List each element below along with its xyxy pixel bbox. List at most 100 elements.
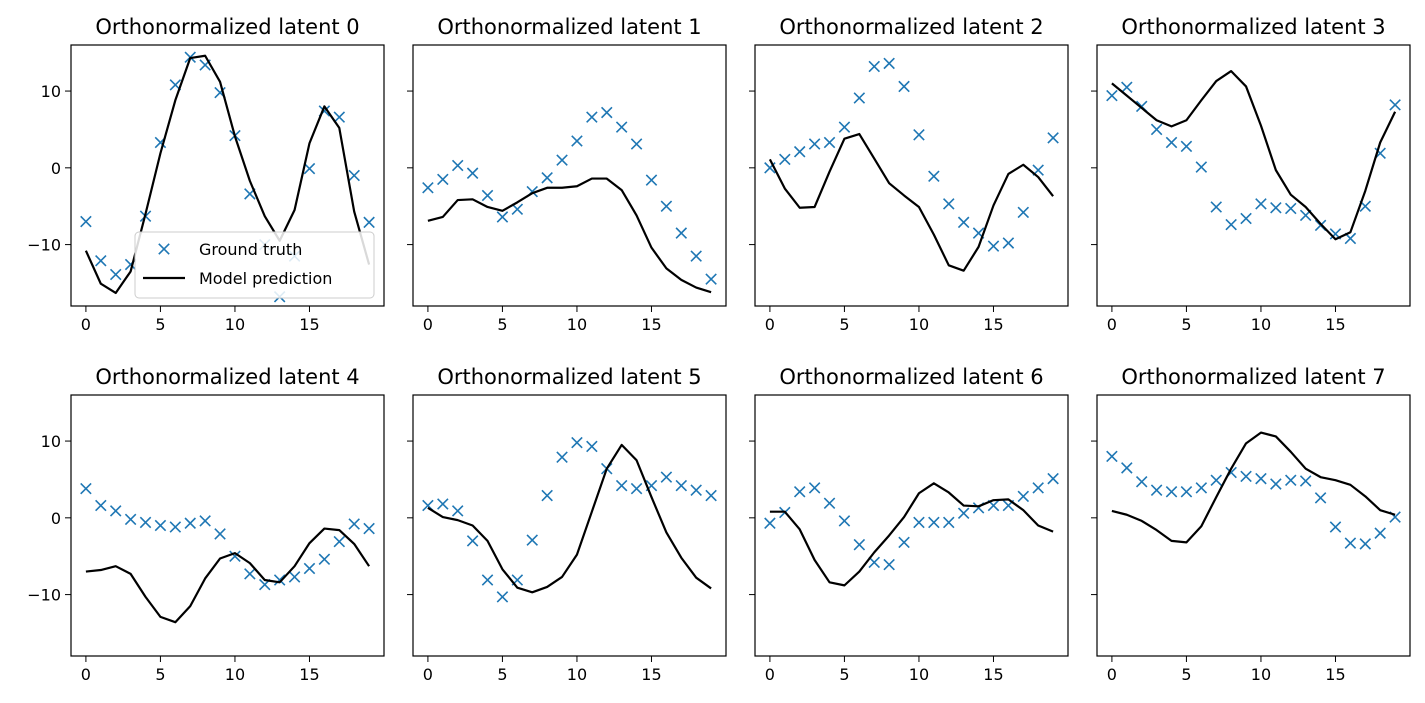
chart-panel-2: Orthonormalized latent 2 0 5 10 15 [749,15,1069,334]
x-tick-label: 5 [839,665,849,684]
ground-truth-point [481,189,494,202]
legend-label-ground-truth: Ground truth [199,240,302,259]
x-tick-label: 5 [497,665,507,684]
ground-truth-point [1017,206,1030,219]
y-tick-label: 0 [51,509,61,528]
prediction-line [768,132,1054,272]
ground-truth-point [1255,472,1267,485]
x-tick-label: 0 [1107,315,1117,334]
ground-truth-point [823,497,836,510]
x-tick-label: 0 [423,315,433,334]
x-tick-label: 10 [909,665,929,684]
x-tick-label: 15 [983,665,1003,684]
axes-frame [70,44,385,307]
ground-truth-point [1299,475,1312,487]
ground-truth-point [303,162,316,175]
ground-truth-point [1121,81,1133,93]
y-tick-label: 10 [41,82,61,101]
ground-truth-point [1314,492,1327,504]
x-tick-label: 15 [983,315,1003,334]
ground-truth-point [764,517,776,529]
ground-truth-point [675,227,688,239]
ground-truth-point [422,182,434,194]
x-tick-label: 5 [1181,315,1191,334]
ground-truth-point [1195,482,1208,494]
ground-truth-point [199,515,211,527]
panel-title: Orthonormalized latent 1 [437,15,701,39]
ground-truth-point [942,516,955,529]
ground-truth-point [80,215,92,228]
ground-truth-point [1017,490,1030,503]
ground-truth-point [987,240,1000,252]
plot-area [422,106,717,294]
ground-truth-point [838,515,851,527]
ground-truth-point [1344,537,1357,549]
x-tick-label: 5 [1181,665,1191,684]
prediction-line [84,54,371,295]
ground-truth-point [139,516,152,529]
chart-panel-6: Orthonormalized latent 6 0 5 10 15 [749,365,1069,684]
y-tick-label: −10 [27,236,61,255]
axes-frame [70,394,385,657]
ground-truth-point [793,485,806,498]
panel-title: Orthonormalized latent 2 [779,15,1043,39]
prediction-line [85,527,371,624]
ground-truth-point [214,528,226,540]
ground-truth-point [898,80,910,93]
ground-truth-point [793,145,806,158]
y-tick-label: 10 [41,432,61,451]
ground-truth-point [853,92,866,104]
ground-truth-point [853,538,866,551]
ground-truth-point [1329,521,1342,533]
plot-area [80,51,375,303]
ground-truth-point [466,167,479,179]
chart-panel-5: Orthonormalized latent 5 0 5 10 15 [407,365,727,684]
ground-truth-point [481,574,494,586]
ground-truth-point [95,254,107,267]
panel-title: Orthonormalized latent 6 [779,365,1043,389]
plot-area [764,472,1059,587]
ground-truth-point [615,121,628,133]
ground-truth-point [1210,474,1223,486]
axes-frame [412,394,727,657]
ground-truth-point [1150,484,1163,496]
ground-truth-point [942,198,955,210]
ground-truth-point [705,273,717,285]
ground-truth-point [1195,161,1208,173]
ground-truth-point [898,536,910,549]
legend-box [134,231,375,299]
ground-truth-point [571,135,583,147]
x-tick-label: 5 [839,315,849,334]
ground-truth-point [928,170,940,183]
ground-truth-point [928,516,940,529]
ground-truth-point [80,482,92,495]
x-tick-label: 10 [225,315,245,334]
ground-truth-point [690,484,702,496]
ground-truth-point [363,522,375,535]
ground-truth-point [1284,474,1297,486]
ground-truth-point [437,498,449,510]
ground-truth-point [229,550,241,562]
ground-truth-point [705,489,717,502]
ground-truth-point [1240,470,1252,483]
ground-truth-point [1121,462,1133,474]
x-tick-label: 15 [299,665,319,684]
prediction-line [427,177,712,294]
ground-truth-point [1047,472,1059,485]
plot-area [1106,69,1401,245]
ground-truth-point [838,121,851,133]
x-tick-label: 0 [423,665,433,684]
axes-frame [754,44,1069,307]
y-tick-label: 0 [51,159,61,178]
x-tick-label: 5 [155,665,165,684]
ground-truth-point [660,471,673,483]
x-tick-label: 15 [641,665,661,684]
chart-panel-4: Orthonormalized latent 4 0 5 10 15 10 0 −10 [27,365,385,684]
plot-area [80,482,375,624]
chart-panel-0: Orthonormalized latent 0 0 5 10 15 10 0 −10 Grou… [27,15,385,334]
chart-panel-1: Orthonormalized latent 1 0 5 10 15 [407,15,727,334]
x-tick-label: 0 [765,665,775,684]
ground-truth-point [1225,218,1237,231]
ground-truth-point [1106,89,1118,102]
